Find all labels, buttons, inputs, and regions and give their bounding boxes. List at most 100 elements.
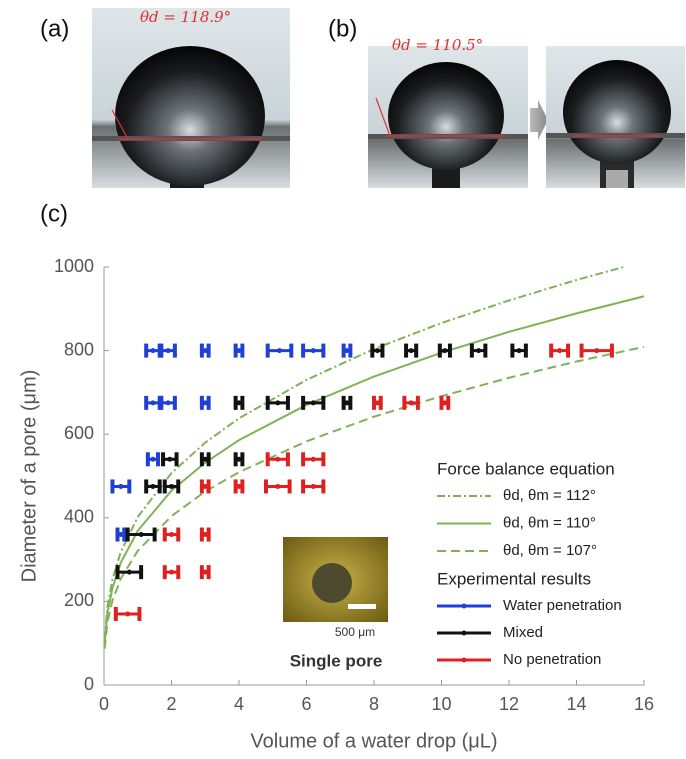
point <box>442 348 448 354</box>
error-bar <box>162 479 181 494</box>
x-tick-label: 0 <box>99 694 109 714</box>
x-tick-label: 8 <box>369 694 379 714</box>
legend-label: θd, θm = 112° <box>503 487 596 504</box>
error-bar <box>341 343 353 358</box>
error-bar <box>115 565 144 580</box>
point <box>374 400 380 406</box>
y-tick-label: 600 <box>64 423 94 443</box>
point <box>169 569 174 575</box>
x-tick-label: 16 <box>634 694 654 714</box>
legend-swatch <box>461 603 467 609</box>
error-bar <box>437 343 452 358</box>
error-bar <box>233 479 245 494</box>
error-bar <box>579 343 614 358</box>
error-bar <box>264 479 292 494</box>
error-bar <box>372 395 383 410</box>
error-bar <box>233 343 245 358</box>
error-bar <box>341 395 353 410</box>
legend-label: θd, θm = 110° <box>503 514 596 531</box>
fit-curve <box>103 266 625 640</box>
error-bar <box>161 452 179 467</box>
point <box>118 483 124 489</box>
error-bar <box>144 479 162 494</box>
y-tick-label: 200 <box>64 590 94 610</box>
photo <box>546 46 685 188</box>
error-bar <box>145 452 160 467</box>
point <box>150 400 156 406</box>
error-bar <box>233 452 245 467</box>
point <box>310 400 316 406</box>
error-bar <box>199 343 211 358</box>
contact-angle: θd = 110.5° <box>392 36 483 54</box>
error-bar <box>469 343 488 358</box>
point <box>236 400 242 406</box>
point <box>202 456 208 462</box>
error-bar <box>125 527 157 542</box>
error-bar <box>144 343 162 358</box>
point <box>202 348 208 354</box>
error-bar <box>402 395 420 410</box>
arrow <box>530 100 548 140</box>
x-tick-label: 14 <box>566 694 586 714</box>
error-bar <box>199 479 211 494</box>
point <box>516 348 522 354</box>
error-bar <box>159 343 177 358</box>
point <box>310 456 316 462</box>
point <box>125 611 131 617</box>
error-bar <box>404 343 419 358</box>
error-bar <box>301 343 326 358</box>
fit-curve <box>103 345 645 649</box>
point <box>408 348 414 354</box>
error-bar <box>549 343 571 358</box>
y-tick-label: 400 <box>64 507 94 527</box>
point <box>344 348 350 354</box>
inset: 500 μm Single pore <box>283 537 388 670</box>
y-axis-title: Diameter of a pore (μm) <box>18 370 40 583</box>
x-tick-label: 4 <box>234 694 244 714</box>
error-bar <box>265 343 294 358</box>
legend-heading: Force balance equation <box>437 459 615 478</box>
point <box>236 456 242 462</box>
point <box>374 348 380 354</box>
error-bar <box>301 479 326 494</box>
error-bar <box>199 565 211 580</box>
point <box>165 348 171 354</box>
point <box>126 569 132 575</box>
photo <box>368 46 528 188</box>
point <box>167 456 173 462</box>
point <box>202 532 208 538</box>
point <box>165 400 171 406</box>
point <box>275 483 281 489</box>
panel-label: (c) <box>40 200 68 227</box>
point <box>310 483 316 489</box>
point <box>169 483 174 489</box>
panel-label: (a) <box>40 15 69 42</box>
point <box>557 348 563 354</box>
point <box>344 400 350 406</box>
error-bar <box>265 395 290 410</box>
error-bar <box>265 452 290 467</box>
legend-swatch <box>461 657 467 663</box>
panel-label: (b) <box>328 15 357 42</box>
error-bar <box>233 395 245 410</box>
point <box>236 483 242 489</box>
point <box>202 400 208 406</box>
error-bar <box>199 395 211 410</box>
point <box>476 348 482 354</box>
error-bar <box>510 343 528 358</box>
point <box>150 456 156 462</box>
x-tick-label: 12 <box>499 694 519 714</box>
point <box>408 400 414 406</box>
x-tick-label: 10 <box>431 694 451 714</box>
inset-caption: Single pore <box>290 651 383 670</box>
legend-label: Mixed <box>503 624 543 641</box>
scale-bar-label: 500 μm <box>335 625 375 639</box>
point <box>277 348 282 354</box>
x-axis-title: Volume of a water drop (μL) <box>250 730 497 752</box>
error-bar <box>162 527 181 542</box>
point <box>310 348 316 354</box>
point <box>150 483 156 489</box>
error-bar <box>159 395 177 410</box>
x-tick-label: 6 <box>301 694 311 714</box>
